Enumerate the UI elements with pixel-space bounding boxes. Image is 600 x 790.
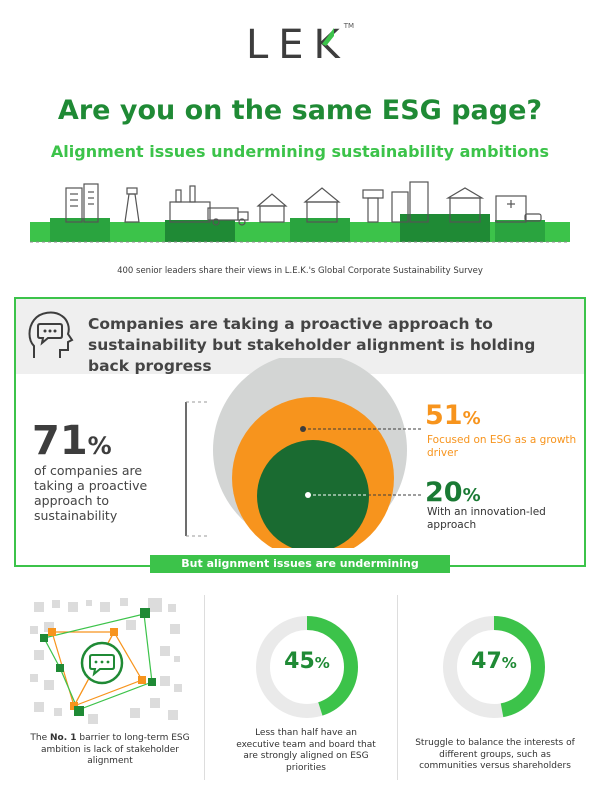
column-divider-1 [204,595,205,780]
donut-47-label: 47% [444,649,544,674]
stat-51-value: 51% [425,400,481,431]
stat-71-unit: % [87,432,112,460]
stat-20-number: 20 [425,477,463,508]
stat-71-value: 71% [32,418,112,464]
donut-45-label: 45% [257,649,357,674]
barrier-caption-bold: No. 1 [49,733,77,743]
page-title: Are you on the same ESG page? [57,95,543,126]
logo-k-accent-icon [322,28,334,46]
logo-le: LE [245,22,314,68]
network-grid-illustration [30,598,182,724]
stat-51-desc: Focused on ESG as a growth driver [427,434,577,459]
page-subtitle: Alignment issues undermining sustainabil… [50,142,550,161]
barrier-caption: The No. 1 barrier to long-term ESG ambit… [30,733,190,768]
barrier-caption-pre: The [30,733,50,743]
logo-tm: TM [343,22,355,30]
balance-interests-caption: Struggle to balance the interests of dif… [415,738,575,771]
donut-45-arc [256,616,358,718]
donut-47-arc [443,616,545,718]
donut-47-unit: % [501,654,517,672]
circle-20 [257,440,369,548]
lek-logo: LEKTM [0,22,600,68]
donut-47 [443,616,545,718]
alignment-banner: But alignment issues are undermining amb… [150,555,450,588]
stat-51-unit: % [462,408,481,429]
speech-head-icon [28,311,74,358]
stat-71-desc: of companies are taking a proactive appr… [34,463,148,523]
stat-20-desc: With an innovation-led approach [427,506,546,531]
barrier-caption-post: barrier to long-term ESG ambition is lac… [40,733,190,766]
section-headline: Companies are taking a proactive approac… [88,315,536,375]
survey-intro-text: 400 senior leaders share their views in … [117,266,483,276]
city-skyline-illustration [30,181,570,243]
range-bracket [185,401,208,537]
stat-51-number: 51 [425,400,463,431]
donut-45-number: 45 [284,649,315,674]
donut-45-unit: % [314,654,330,672]
column-divider-2 [397,595,398,780]
nested-circles-chart [213,358,422,548]
donut-45 [256,616,358,718]
stat-20-value: 20% [425,477,481,508]
donut-47-number: 47 [471,649,502,674]
stat-20-unit: % [462,485,481,506]
exec-board-caption: Less than half have an executive team an… [236,728,376,773]
stat-71-number: 71 [32,418,88,464]
